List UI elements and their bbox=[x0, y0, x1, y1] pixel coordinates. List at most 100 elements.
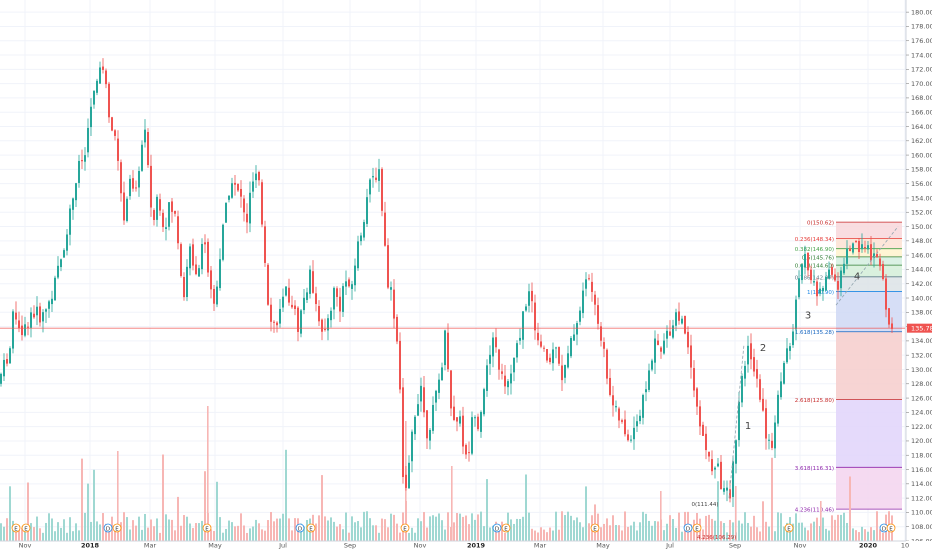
candle-body bbox=[33, 313, 35, 318]
time-tick-label: Nov bbox=[414, 542, 427, 550]
candle-body bbox=[465, 444, 467, 455]
candle-body bbox=[480, 412, 482, 432]
fib-level-label: 0.236(148.34) bbox=[795, 237, 834, 243]
candle-body bbox=[633, 427, 635, 440]
candle-body bbox=[561, 365, 563, 381]
candle-body bbox=[444, 330, 446, 366]
candle-body bbox=[381, 168, 383, 211]
volume-bar bbox=[138, 516, 140, 541]
candle-body bbox=[447, 332, 449, 370]
volume-bar bbox=[291, 530, 293, 541]
price-tick-label: 144.00 bbox=[911, 266, 932, 274]
volume-bar bbox=[633, 521, 635, 541]
volume-bar bbox=[765, 521, 767, 541]
fib-level-label: 0.382(146.90) bbox=[795, 247, 834, 253]
time-axis[interactable]: Nov 2018 Mar May Jul Sep Nov 2019 Mar May Jul Sep No… bbox=[0, 540, 932, 550]
last-price-tag[interactable]: 135.78 bbox=[907, 323, 932, 333]
candle-body bbox=[300, 310, 302, 334]
candle-body bbox=[378, 169, 380, 181]
fib-zone bbox=[836, 265, 902, 277]
event-marker-dividend[interactable]: D bbox=[683, 523, 693, 533]
volume-bar bbox=[744, 512, 746, 541]
candle-body bbox=[603, 342, 605, 349]
volume-bar bbox=[852, 528, 854, 541]
time-tick-label: Nov bbox=[794, 542, 807, 550]
time-tick-label: Nov bbox=[19, 542, 32, 550]
event-marker-earnings[interactable]: E bbox=[11, 523, 21, 533]
candle-body bbox=[324, 329, 326, 331]
volume-bar bbox=[795, 513, 797, 541]
volume-bar bbox=[786, 522, 788, 541]
volume-bar bbox=[429, 516, 431, 541]
volume-bar bbox=[15, 527, 17, 541]
event-marker-earnings[interactable]: E bbox=[784, 523, 794, 533]
candle-body bbox=[216, 286, 218, 305]
event-marker-dividend[interactable]: D bbox=[295, 523, 305, 533]
candle-body bbox=[231, 183, 233, 198]
candle-body bbox=[51, 298, 53, 305]
volume-bar bbox=[609, 525, 611, 541]
candle-body bbox=[690, 345, 692, 368]
candle-body bbox=[258, 171, 260, 181]
volume-bar bbox=[675, 527, 677, 541]
candle-body bbox=[474, 417, 476, 419]
volume-bar bbox=[417, 518, 419, 541]
fib-level-label: 3.618(116.31) bbox=[795, 466, 834, 472]
price-tick-label: 156.00 bbox=[911, 180, 932, 188]
volume-bar bbox=[69, 517, 71, 541]
candle-body bbox=[729, 489, 731, 499]
event-marker-earnings[interactable]: E bbox=[202, 523, 212, 533]
event-marker-circle bbox=[103, 523, 113, 533]
volume-bar bbox=[792, 523, 794, 541]
price-axis[interactable]: 106.00108.00110.00112.00114.00116.00118.… bbox=[905, 0, 932, 550]
fibonacci-extension[interactable]: 0(150.62) 0.236(148.34) 0.382(146.90) 0.5(1… bbox=[795, 221, 902, 514]
candle-body bbox=[858, 240, 860, 253]
candle-body bbox=[414, 416, 416, 435]
event-marker-circle bbox=[492, 523, 502, 533]
event-marker-earnings[interactable]: E bbox=[21, 523, 31, 533]
price-tick-label: 162.00 bbox=[911, 137, 932, 145]
volume-bar bbox=[423, 512, 425, 541]
candle-body bbox=[699, 406, 701, 427]
volume-bar bbox=[105, 523, 107, 541]
volume-bar bbox=[870, 527, 872, 541]
event-marker-earnings[interactable]: E bbox=[590, 523, 600, 533]
candle-body bbox=[138, 170, 140, 188]
candle-body bbox=[327, 318, 329, 331]
candle-body bbox=[168, 202, 170, 227]
event-marker-dividend[interactable]: D bbox=[103, 523, 113, 533]
event-marker-earnings[interactable]: E bbox=[400, 523, 410, 533]
volume-bar bbox=[750, 526, 752, 541]
price-tick-label: 154.00 bbox=[911, 194, 932, 202]
time-axis-background bbox=[0, 541, 932, 550]
volume-bar bbox=[588, 523, 590, 541]
candle-body bbox=[615, 406, 617, 408]
event-marker-circle bbox=[886, 523, 896, 533]
event-marker-earnings[interactable]: E bbox=[886, 523, 896, 533]
volume-bar bbox=[585, 486, 587, 541]
volume-bar bbox=[513, 523, 515, 541]
candle-body bbox=[87, 127, 89, 153]
volume-bar bbox=[810, 523, 812, 541]
candle-body bbox=[357, 241, 359, 269]
event-marker-earnings[interactable]: E bbox=[501, 523, 511, 533]
price-tick-label: 172.00 bbox=[911, 66, 932, 74]
volume-bar bbox=[645, 513, 647, 541]
event-marker-earnings[interactable]: E bbox=[112, 523, 122, 533]
candle-body bbox=[696, 388, 698, 407]
candle-body bbox=[249, 192, 251, 224]
event-marker-earnings[interactable]: E bbox=[692, 523, 702, 533]
candle-body bbox=[774, 422, 776, 449]
candle-body bbox=[426, 410, 428, 439]
volume-bar bbox=[666, 523, 668, 541]
fib-level-label: 4.236(110.46) bbox=[795, 508, 834, 514]
fib-trendline bbox=[835, 226, 899, 306]
event-marker-earnings[interactable]: E bbox=[306, 523, 316, 533]
time-tick-label: Mar bbox=[534, 542, 547, 550]
volume-bar bbox=[639, 522, 641, 541]
event-marker-dividend[interactable]: D bbox=[492, 523, 502, 533]
volume-bar bbox=[351, 516, 353, 541]
